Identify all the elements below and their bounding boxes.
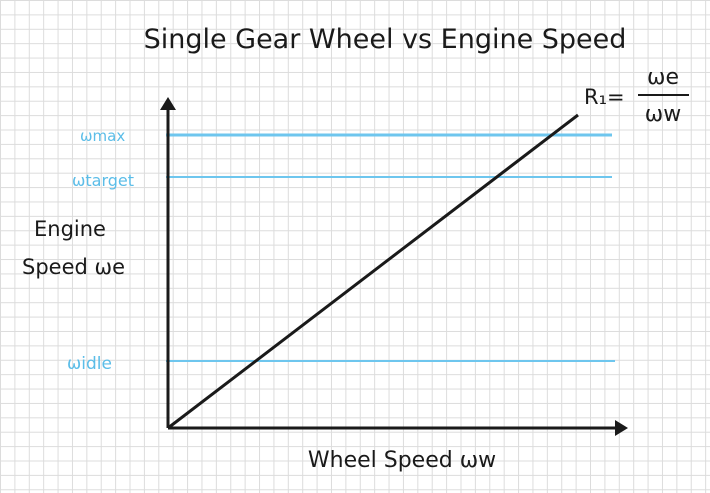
y-axis-label-line1: Engine [34, 217, 106, 241]
x-axis-arrow [615, 420, 628, 436]
omega-target-label: ωtarget [72, 171, 134, 190]
omega-idle-label: ωidle [67, 354, 112, 374]
x-axis-label: Wheel Speed ωw [308, 448, 496, 473]
y-axis-label-line2: Speed ωe [22, 255, 125, 279]
ratio-numerator: ωe [647, 65, 679, 90]
diagram-title: Single Gear Wheel vs Engine Speed [144, 24, 627, 55]
y-axis-arrow [160, 97, 176, 110]
ratio-prefix: R₁= [584, 85, 625, 109]
gear-ratio-line [167, 113, 579, 430]
omega-max-label: ωmax [80, 127, 125, 145]
ratio-denominator: ωw [645, 102, 681, 127]
